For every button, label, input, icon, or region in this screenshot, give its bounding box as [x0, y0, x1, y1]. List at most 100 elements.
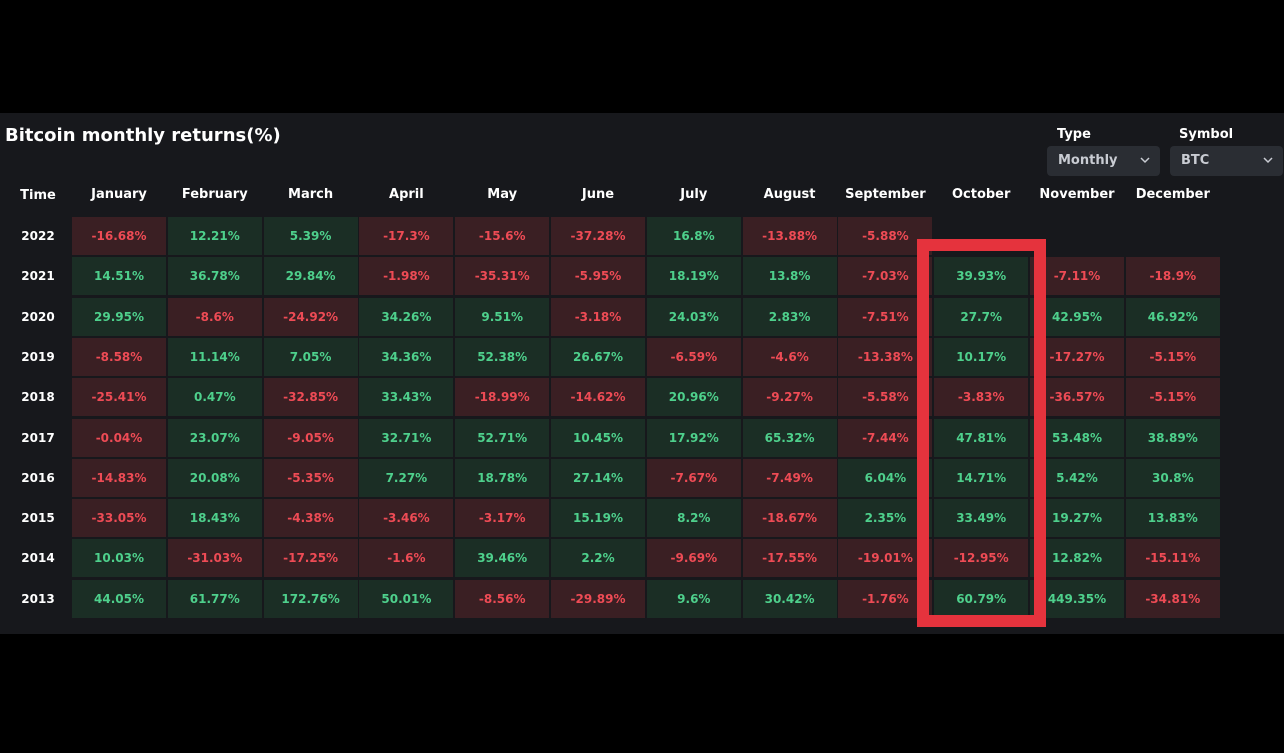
heatmap-cell: 7.05%	[263, 337, 358, 376]
heatmap-cell: -32.85%	[263, 378, 358, 417]
heatmap-cell: -18.99%	[455, 378, 550, 417]
heatmap-cell: -7.51%	[838, 297, 933, 336]
heatmap-cell: -34.81%	[1125, 579, 1220, 618]
heatmap-cell: 9.51%	[455, 297, 550, 336]
heatmap-cell: 42.95%	[1030, 297, 1124, 336]
heatmap-cell: -35.31%	[455, 257, 550, 296]
heatmap-cell: -18.67%	[742, 499, 837, 538]
time-column-header: Time	[20, 188, 56, 203]
heatmap-cell: 2.2%	[551, 539, 645, 578]
heatmap-cell: 34.36%	[359, 337, 454, 376]
heatmap-cell: -3.46%	[359, 499, 454, 538]
type-select[interactable]: Monthly	[1047, 146, 1160, 176]
heatmap-cell: -19.01%	[838, 539, 933, 578]
heatmap-cell: -7.49%	[742, 458, 837, 497]
year-label: 2021	[21, 269, 55, 284]
chevron-down-icon	[1263, 157, 1273, 164]
heatmap-cell: -12.95%	[934, 539, 1029, 578]
heatmap-cell: 29.95%	[72, 297, 166, 336]
heatmap-cell: 18.43%	[167, 499, 262, 538]
symbol-select-value: BTC	[1181, 153, 1210, 168]
heatmap-cell: -9.69%	[646, 539, 741, 578]
heatmap-cell: 7.27%	[359, 458, 454, 497]
heatmap-cell: -3.17%	[455, 499, 550, 538]
column-header-february: February	[181, 187, 248, 202]
heatmap-cell: 39.46%	[455, 539, 550, 578]
year-label: 2019	[21, 349, 55, 364]
column-header-october: October	[951, 187, 1011, 202]
heatmap-cell: 26.67%	[551, 337, 645, 376]
heatmap-cell: -25.41%	[72, 378, 166, 417]
column-header-july: July	[680, 187, 708, 202]
heatmap-cell: 32.71%	[359, 418, 454, 457]
heatmap-cell: 0.47%	[167, 378, 262, 417]
heatmap-cell: -8.58%	[72, 337, 166, 376]
heatmap-cell: -1.98%	[359, 257, 454, 296]
column-header-april: April	[389, 187, 424, 202]
heatmap-cell: -9.05%	[263, 418, 358, 457]
heatmap-cell: 5.39%	[263, 217, 358, 255]
heatmap-cell: 20.96%	[646, 378, 741, 417]
heatmap-cell: -15.11%	[1125, 539, 1220, 578]
heatmap-cell: -17.3%	[359, 217, 454, 255]
heatmap-cell: 172.76%	[263, 579, 358, 618]
heatmap-cell: -31.03%	[167, 539, 262, 578]
heatmap-cell: 17.92%	[646, 418, 741, 457]
column-header-june: June	[581, 187, 615, 202]
heatmap-cell: 39.93%	[934, 257, 1029, 296]
year-label: 2016	[21, 470, 55, 485]
heatmap-cell: 10.17%	[934, 337, 1029, 376]
heatmap-cell: -3.18%	[551, 297, 645, 336]
type-label: Type	[1057, 127, 1091, 142]
year-label: 2014	[21, 551, 55, 566]
heatmap-cell: 27.7%	[934, 297, 1029, 336]
returns-heatmap: January February March April May June July Augu…	[0, 113, 1284, 634]
heatmap-cell: -7.11%	[1030, 257, 1124, 296]
heatmap-cell: -4.6%	[742, 337, 837, 376]
heatmap-cell: 13.8%	[742, 257, 837, 296]
heatmap-cell: 18.78%	[455, 458, 550, 497]
heatmap-cell: 38.89%	[1125, 418, 1220, 457]
heatmap-cell: 53.48%	[1030, 418, 1124, 457]
heatmap-cell: -5.95%	[551, 257, 645, 296]
heatmap-cell: -13.88%	[742, 217, 837, 255]
heatmap-cell: 20.08%	[167, 458, 262, 497]
heatmap-cell: 61.77%	[167, 579, 262, 618]
heatmap-cell: 36.78%	[167, 257, 262, 296]
heatmap-cell: 50.01%	[359, 579, 454, 618]
heatmap-cell: -14.83%	[72, 458, 166, 497]
heatmap-cell: -14.62%	[551, 378, 645, 417]
heatmap-cell: 10.45%	[551, 418, 645, 457]
heatmap-cell: -15.6%	[455, 217, 550, 255]
heatmap-cell: 12.82%	[1030, 539, 1124, 578]
year-label: 2013	[21, 591, 55, 606]
heatmap-cell: 47.81%	[934, 418, 1029, 457]
column-header-august: August	[763, 187, 816, 202]
heatmap-cell: 2.35%	[838, 499, 933, 538]
heatmap-cell: 12.21%	[167, 217, 262, 255]
heatmap-cell: -0.04%	[72, 418, 166, 457]
heatmap-cell: -5.15%	[1125, 378, 1220, 417]
heatmap-cell: 19.27%	[1030, 499, 1124, 538]
column-header-september: September	[845, 187, 926, 202]
heatmap-cell: -5.88%	[838, 217, 933, 255]
column-header-december: December	[1135, 187, 1210, 202]
heatmap-cell: 52.71%	[455, 418, 550, 457]
heatmap-cell: 10.03%	[72, 539, 166, 578]
heatmap-cell: -8.56%	[455, 579, 550, 618]
heatmap-cell: 14.71%	[934, 458, 1029, 497]
heatmap-cell: -4.38%	[263, 499, 358, 538]
heatmap-cell: -18.9%	[1125, 257, 1220, 296]
heatmap-cell: -13.38%	[838, 337, 933, 376]
heatmap-cell: -7.67%	[646, 458, 741, 497]
heatmap-cell: -7.44%	[838, 418, 933, 457]
heatmap-cell: 5.42%	[1030, 458, 1124, 497]
heatmap-cell: 60.79%	[934, 579, 1029, 618]
year-label: 2015	[21, 511, 55, 526]
symbol-select[interactable]: BTC	[1170, 146, 1283, 176]
heatmap-cell: -5.35%	[263, 458, 358, 497]
heatmap-cell: 65.32%	[742, 418, 837, 457]
year-label: 2020	[21, 309, 55, 324]
year-label: 2022	[21, 229, 55, 243]
heatmap-cell: -1.76%	[838, 579, 933, 618]
